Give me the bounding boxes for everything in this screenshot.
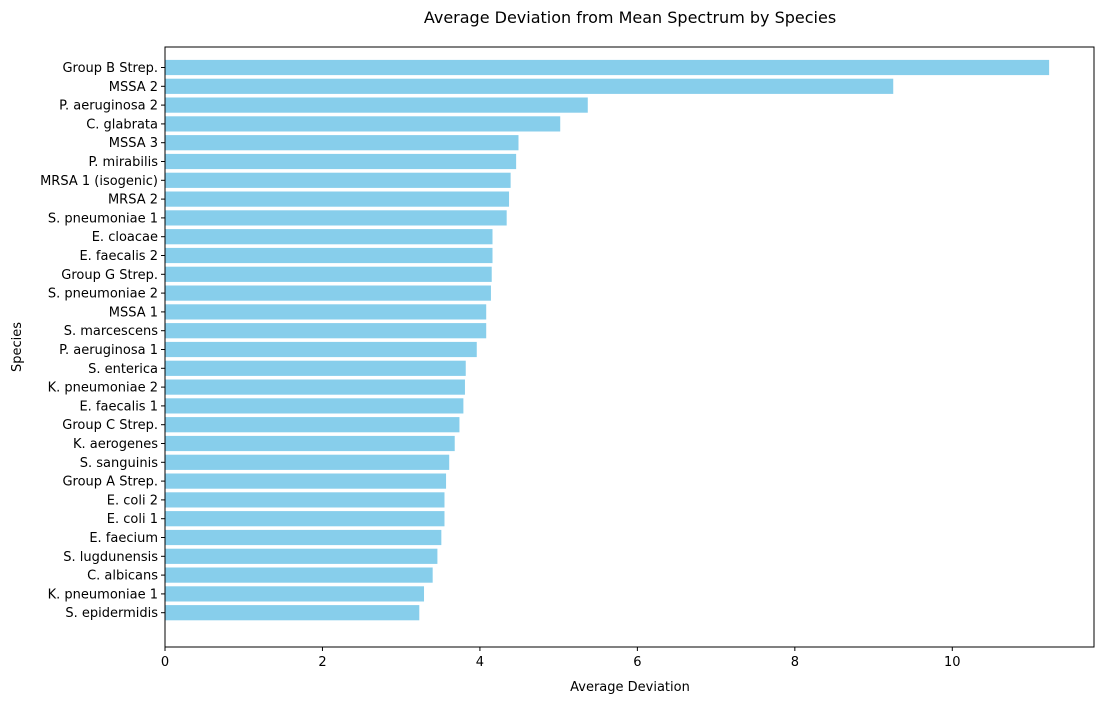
bar xyxy=(165,473,447,489)
bar xyxy=(165,172,511,188)
x-tick-label: 6 xyxy=(633,655,641,670)
bar xyxy=(165,285,491,301)
bar xyxy=(165,266,492,282)
y-tick-label: E. coli 1 xyxy=(107,512,158,527)
y-tick-label: MSSA 1 xyxy=(109,305,158,320)
bar xyxy=(165,360,466,376)
bar xyxy=(165,398,464,414)
y-tick-label: Group B Strep. xyxy=(62,61,158,76)
y-tick-label: K. aerogenes xyxy=(73,437,158,452)
bar xyxy=(165,341,477,358)
y-tick-label: E. faecalis 1 xyxy=(79,399,158,414)
x-tick-label: 4 xyxy=(476,655,484,670)
bar xyxy=(165,191,510,207)
x-tick-label: 8 xyxy=(791,655,799,670)
bar xyxy=(165,116,561,132)
y-tick-label: P. aeruginosa 1 xyxy=(59,343,158,358)
bar xyxy=(165,229,493,245)
y-tick-label: S. marcescens xyxy=(64,324,159,339)
bar xyxy=(165,529,442,546)
y-tick-label: E. faecium xyxy=(89,531,158,546)
y-tick-label: E. coli 2 xyxy=(107,493,158,508)
y-tick-label: MRSA 2 xyxy=(108,193,158,208)
y-tick-label: K. pneumoniae 1 xyxy=(48,587,158,602)
y-tick-label: Group G Strep. xyxy=(61,268,158,283)
y-tick-label: C. albicans xyxy=(87,569,158,584)
bar xyxy=(165,135,519,151)
plot-frame xyxy=(164,46,1095,648)
bar xyxy=(165,323,487,339)
bar xyxy=(165,454,450,470)
bar xyxy=(165,605,420,621)
y-axis-label: Species xyxy=(10,322,25,372)
x-tick-label: 0 xyxy=(161,655,169,670)
bar xyxy=(165,492,445,508)
y-tick-label: S. pneumoniae 2 xyxy=(48,287,158,302)
bar xyxy=(165,586,425,602)
bar xyxy=(165,435,455,452)
bar xyxy=(165,210,507,226)
y-tick-label: E. cloacae xyxy=(92,230,158,245)
bar xyxy=(165,304,487,320)
chart-title: Average Deviation from Mean Spectrum by … xyxy=(424,8,836,27)
bar xyxy=(165,247,493,264)
y-tick-label: Group A Strep. xyxy=(62,475,158,490)
bar xyxy=(165,153,517,170)
y-tick-label: S. enterica xyxy=(88,362,158,377)
y-tick-label: S. epidermidis xyxy=(65,606,158,621)
y-tick-label: MRSA 1 (isogenic) xyxy=(40,174,158,189)
y-tick-label: P. mirabilis xyxy=(88,155,158,170)
y-tick-label: K. pneumoniae 2 xyxy=(48,381,158,396)
y-tick-label: C. glabrata xyxy=(86,117,158,132)
x-axis-label: Average Deviation xyxy=(570,680,690,695)
x-axis-ticks: 0 2 4 6 8 10 xyxy=(161,647,961,670)
bars-group xyxy=(165,59,1050,621)
bar xyxy=(165,417,460,433)
y-tick-label: S. sanguinis xyxy=(80,456,158,471)
y-tick-label: Group C Strep. xyxy=(62,418,158,433)
bar xyxy=(165,59,1050,76)
bar xyxy=(165,97,588,113)
y-tick-label: E. faecalis 2 xyxy=(79,249,158,264)
y-tick-label: MSSA 3 xyxy=(109,136,158,151)
bar xyxy=(165,548,438,564)
y-axis-ticks: Group B Strep. MSSA 2 P. aeruginosa 2 C. gl… xyxy=(40,61,165,621)
bar xyxy=(165,511,445,527)
x-tick-label: 2 xyxy=(318,655,326,670)
x-tick-label: 10 xyxy=(944,655,961,670)
bar xyxy=(165,78,894,94)
y-tick-label: S. lugdunensis xyxy=(63,550,158,565)
y-tick-label: MSSA 2 xyxy=(109,80,158,95)
y-tick-label: S. pneumoniae 1 xyxy=(48,211,158,226)
y-tick-label: P. aeruginosa 2 xyxy=(59,99,158,114)
bar xyxy=(165,379,465,395)
bar xyxy=(165,567,433,583)
